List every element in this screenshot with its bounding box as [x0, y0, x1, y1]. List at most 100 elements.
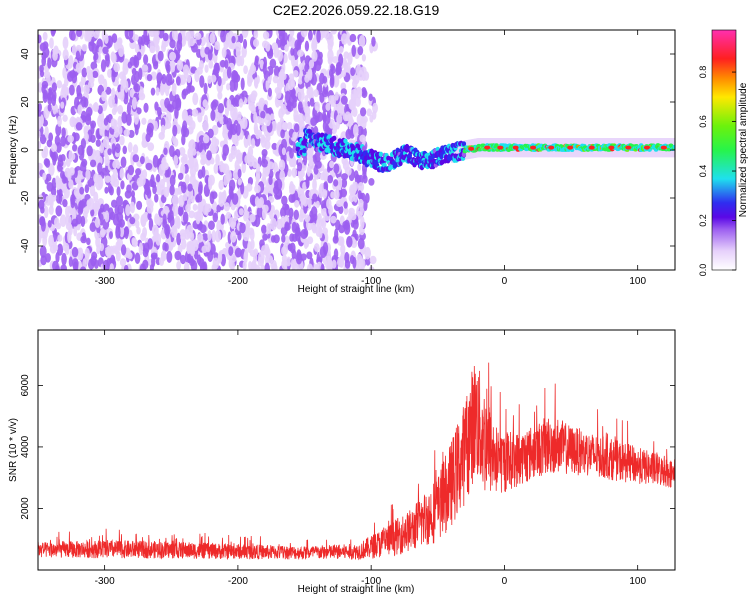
noise-cell [164, 97, 171, 109]
noise-cell [313, 243, 320, 252]
noise-cell [330, 30, 338, 35]
noise-cell [62, 48, 69, 61]
noise-cell [297, 162, 303, 172]
noise-cell [368, 266, 375, 270]
noise-cell [165, 228, 170, 240]
noise-cell [104, 210, 110, 223]
colorbar-tick-label: 0.6 [698, 115, 708, 128]
peak-cell [484, 145, 491, 150]
noise-cell [311, 50, 318, 62]
noise-cell [243, 38, 248, 49]
noise-cell [99, 128, 104, 137]
noise-cell [123, 128, 130, 137]
noise-cell [68, 256, 73, 268]
peak-cell [497, 145, 504, 150]
noise-cell [122, 145, 127, 155]
noise-cell [52, 260, 59, 270]
x-tick-label: -300 [95, 576, 115, 587]
noise-cell [85, 106, 93, 117]
snr-x-label: Height of straight line (km) [298, 584, 415, 595]
noise-cell [131, 181, 139, 191]
noise-cell [192, 203, 198, 211]
y-tick-label: 0 [20, 147, 31, 153]
noise-cell [173, 155, 179, 166]
noise-cell [256, 206, 263, 218]
noise-cell [186, 253, 194, 264]
noise-cell [238, 208, 244, 216]
noise-cell [262, 233, 268, 241]
noise-cell [273, 44, 279, 58]
noise-cell [38, 116, 43, 128]
noise-cell [327, 95, 335, 105]
noise-cell [197, 141, 204, 153]
noise-cell [51, 82, 58, 92]
noise-cell [42, 234, 48, 247]
noise-cell [75, 122, 83, 131]
noise-cell [86, 145, 93, 157]
noise-cell [293, 123, 300, 133]
noise-cell [169, 51, 177, 62]
noise-cell [77, 104, 83, 115]
noise-cell [188, 210, 196, 219]
noise-cell [203, 183, 210, 197]
noise-cell [216, 220, 222, 232]
noise-cell [306, 251, 313, 260]
colorbar-tick-label: 0.4 [698, 165, 708, 178]
noise-cell [230, 149, 236, 160]
noise-cell [349, 33, 357, 43]
noise-cell [220, 163, 227, 173]
noise-cell [260, 110, 266, 119]
noise-cell [132, 154, 140, 163]
noise-cell [254, 78, 259, 89]
noise-cell [92, 70, 99, 79]
noise-cell [110, 118, 117, 130]
noise-cell [333, 163, 340, 174]
noise-cell [40, 255, 47, 266]
noise-cell [81, 43, 88, 52]
noise-cell [64, 77, 69, 88]
noise-cell [127, 251, 133, 260]
noise-cell [95, 139, 101, 147]
noise-cell [73, 167, 78, 179]
noise-cell [124, 226, 129, 240]
noise-cell [150, 252, 158, 260]
x-tick-label: -200 [228, 576, 248, 587]
noise-cell [59, 214, 67, 228]
signal-cell [461, 141, 467, 147]
noise-cell [288, 33, 294, 47]
noise-cell [187, 183, 193, 192]
noise-cell [255, 131, 261, 140]
noise-cell [252, 38, 260, 48]
noise-cell [166, 251, 173, 263]
noise-cell [267, 87, 272, 97]
noise-cell [210, 74, 217, 83]
noise-cell [119, 225, 125, 238]
noise-cell [60, 264, 67, 270]
noise-cell [62, 36, 69, 50]
noise-cell [267, 76, 272, 84]
noise-cell [199, 75, 205, 88]
noise-cell [153, 120, 158, 132]
noise-cell [117, 37, 123, 46]
noise-cell [205, 33, 210, 44]
noise-cell [86, 237, 91, 246]
noise-cell [258, 197, 265, 207]
noise-cell [200, 158, 206, 166]
noise-cell [134, 43, 140, 54]
noise-cell [80, 266, 87, 270]
noise-cell [246, 183, 253, 192]
noise-cell [40, 206, 45, 214]
noise-cell [220, 30, 227, 43]
noise-cell [154, 101, 159, 111]
noise-cell [103, 117, 109, 126]
noise-cell [325, 102, 331, 111]
noise-cell [340, 188, 348, 198]
noise-cell [98, 46, 103, 54]
noise-cell [344, 251, 350, 264]
noise-cell [147, 142, 155, 152]
noise-cell [71, 44, 77, 56]
noise-cell [316, 30, 321, 43]
snr-x-axis: -300 -200 -100 0 100 [95, 330, 646, 587]
noise-cell [226, 66, 232, 79]
